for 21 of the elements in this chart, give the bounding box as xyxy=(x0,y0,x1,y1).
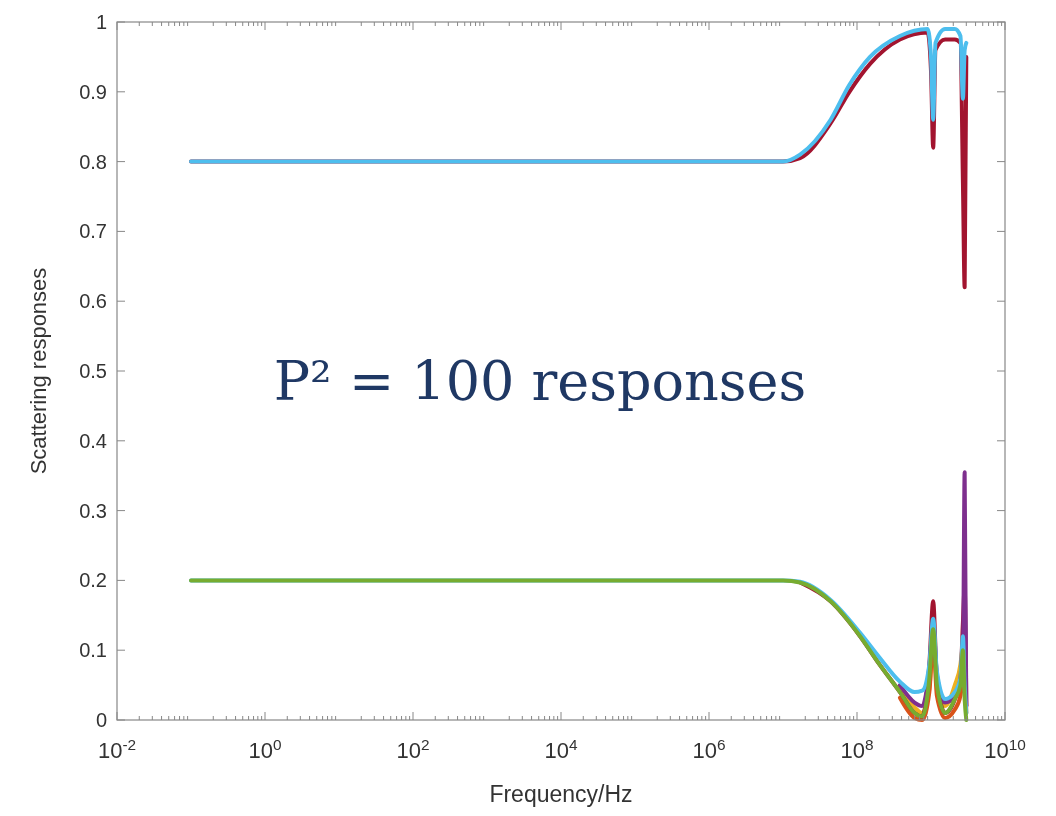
x-tick-label: 10$^{2}$ xyxy=(396,735,430,763)
annotation: P² = 100 responses xyxy=(273,350,807,413)
y-tick-label: 0.7 xyxy=(79,220,107,243)
x-tick-label: 10$^{4}$ xyxy=(544,735,578,763)
y-tick-label: 0.1 xyxy=(79,639,107,662)
x-tick-label: 10$^{6}$ xyxy=(692,735,726,763)
x-tick-label: 10$^{0}$ xyxy=(248,735,282,763)
y-tick-label: 0 xyxy=(95,709,107,731)
x-tick-label: 10$^{-2}$ xyxy=(97,735,137,763)
y-tick-label: 0.6 xyxy=(79,290,107,313)
y-tick-label: 0.4 xyxy=(79,429,107,452)
y-axis-title: Scattering responses xyxy=(26,267,51,475)
y-tick-label: 0.5 xyxy=(79,360,107,382)
y-tick-label: 0.8 xyxy=(79,150,107,173)
y-tick-label: 0.3 xyxy=(79,499,107,522)
y-tick-label: 1 xyxy=(95,11,107,33)
x-axis-title: Frequency/Hz xyxy=(489,781,633,807)
y-tick-label: 0.2 xyxy=(79,569,107,592)
x-tick-label: 10$^{8}$ xyxy=(840,735,874,763)
y-tick-label: 0.9 xyxy=(79,80,107,103)
x-tick-label: 10$^{10}$ xyxy=(984,735,1026,763)
